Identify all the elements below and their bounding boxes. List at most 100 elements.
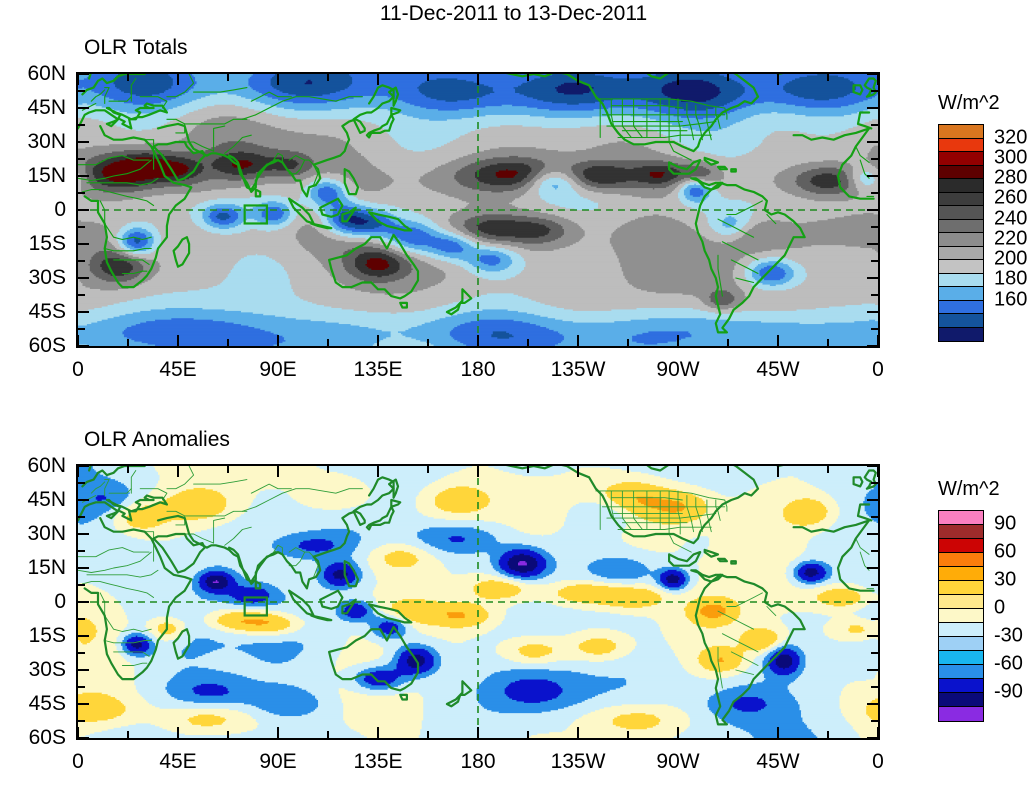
lat-tick-minor-right [871, 158, 878, 160]
colorbar-band [939, 260, 983, 274]
lon-label-anomalies-3: 135E [353, 750, 403, 773]
lon-tick-minor-top [127, 466, 129, 473]
map-plot-olr-totals[interactable] [76, 72, 880, 348]
lat-tick-minor [78, 686, 85, 688]
lat-tick-minor [78, 652, 85, 654]
lon-tick-minor-bottom [427, 731, 429, 738]
lon-tick-minor-bottom [827, 339, 829, 346]
colorbar-tick-label-anomalies-6: -90 [994, 680, 1023, 703]
colorbar-band [939, 179, 983, 193]
colorbar-band [939, 125, 983, 139]
lat-label-anomalies-5: 15S [28, 624, 66, 647]
lat-tick-major [78, 311, 89, 313]
lat-tick-major [78, 465, 89, 467]
colorbar-anomalies[interactable] [938, 510, 984, 722]
lon-tick-major-top [877, 466, 879, 477]
colorbar-band [939, 511, 983, 525]
lon-label-totals-4: 180 [460, 358, 496, 381]
lat-label-anomalies-4: 0 [54, 590, 66, 613]
colorbar-band [939, 707, 983, 721]
map-plot-olr-anomalies[interactable] [76, 464, 880, 740]
lat-tick-minor-right [871, 584, 878, 586]
lat-tick-major-right [867, 209, 878, 211]
colorbar-tick-label-totals-5: 220 [994, 227, 1027, 250]
lon-tick-minor-top [327, 74, 329, 81]
colorbar-tick-label-anomalies-4: -30 [994, 624, 1023, 647]
lat-tick-minor-right [871, 550, 878, 552]
colorbar-totals[interactable] [938, 124, 984, 342]
lon-tick-major-bottom [277, 727, 279, 738]
colorbar-band [939, 623, 983, 637]
lat-tick-major-right [867, 703, 878, 705]
lon-tick-minor-top [227, 466, 229, 473]
colorbar-tick-label-anomalies-0: 90 [994, 512, 1017, 535]
lat-tick-major [78, 703, 89, 705]
lat-tick-minor-right [871, 686, 878, 688]
lat-tick-major-right [867, 601, 878, 603]
lon-tick-minor-top [127, 74, 129, 81]
lon-tick-major-top [677, 74, 679, 85]
colorbar-tick-label-totals-3: 260 [994, 186, 1027, 209]
lon-tick-major-bottom [477, 335, 479, 346]
lat-tick-major-right [867, 345, 878, 347]
lon-tick-major-bottom [177, 335, 179, 346]
lat-tick-minor-right [871, 226, 878, 228]
figure-title: 11-Dec-2011 to 13-Dec-2011 [379, 2, 648, 25]
lat-tick-major-right [867, 175, 878, 177]
lon-tick-minor-bottom [727, 339, 729, 346]
lon-tick-major-top [77, 74, 79, 85]
colorbar-band [939, 138, 983, 152]
lat-tick-minor-right [871, 720, 878, 722]
lat-tick-minor [78, 550, 85, 552]
lon-tick-major-bottom [277, 335, 279, 346]
lat-tick-major-right [867, 669, 878, 671]
lon-tick-minor-bottom [127, 731, 129, 738]
colorbar-band [939, 595, 983, 609]
lon-label-totals-0: 0 [72, 358, 84, 381]
lon-tick-minor-top [327, 466, 329, 473]
lon-tick-major-top [677, 466, 679, 477]
lon-label-anomalies-1: 45E [159, 750, 197, 773]
lat-tick-minor-right [871, 192, 878, 194]
lon-label-anomalies-2: 90E [259, 750, 297, 773]
lat-tick-minor-right [871, 260, 878, 262]
colorbar-tick-label-totals-8: 160 [994, 288, 1027, 310]
lon-label-anomalies-4: 180 [460, 750, 496, 773]
panel-title-olr-totals: OLR Totals [84, 36, 188, 59]
lat-label-anomalies-6: 30S [28, 658, 66, 681]
lat-tick-minor [78, 124, 85, 126]
lat-tick-major [78, 209, 89, 211]
lon-label-totals-2: 90E [259, 358, 297, 381]
lat-label-totals-7: 45S [28, 300, 66, 323]
lat-tick-major-right [867, 533, 878, 535]
lat-label-totals-5: 15S [28, 232, 66, 255]
lat-label-totals-0: 60N [27, 62, 66, 85]
colorbar-tick-label-totals-4: 240 [994, 207, 1027, 229]
lat-label-anomalies-8: 60S [28, 726, 66, 749]
lon-tick-major-bottom [677, 727, 679, 738]
colorbar-band [939, 300, 983, 314]
lon-tick-minor-bottom [427, 339, 429, 346]
colorbar-band [939, 651, 983, 665]
colorbar-band [939, 314, 983, 328]
lat-tick-major-right [867, 73, 878, 75]
lat-tick-minor-right [871, 516, 878, 518]
lon-tick-minor-bottom [227, 339, 229, 346]
lon-tick-major-top [77, 466, 79, 477]
lon-tick-major-top [277, 74, 279, 85]
lat-tick-minor-right [871, 652, 878, 654]
lon-tick-major-bottom [377, 727, 379, 738]
lon-tick-minor-bottom [327, 339, 329, 346]
lat-tick-major [78, 669, 89, 671]
lon-label-totals-7: 45W [756, 358, 800, 381]
lat-tick-minor-right [871, 124, 878, 126]
lat-tick-major-right [867, 499, 878, 501]
lon-tick-minor-top [227, 74, 229, 81]
lon-tick-minor-bottom [527, 731, 529, 738]
lat-tick-major [78, 635, 89, 637]
lat-tick-minor [78, 584, 85, 586]
lon-tick-minor-top [527, 74, 529, 81]
lon-label-totals-8: 0 [872, 358, 884, 381]
colorbar-band [939, 192, 983, 206]
